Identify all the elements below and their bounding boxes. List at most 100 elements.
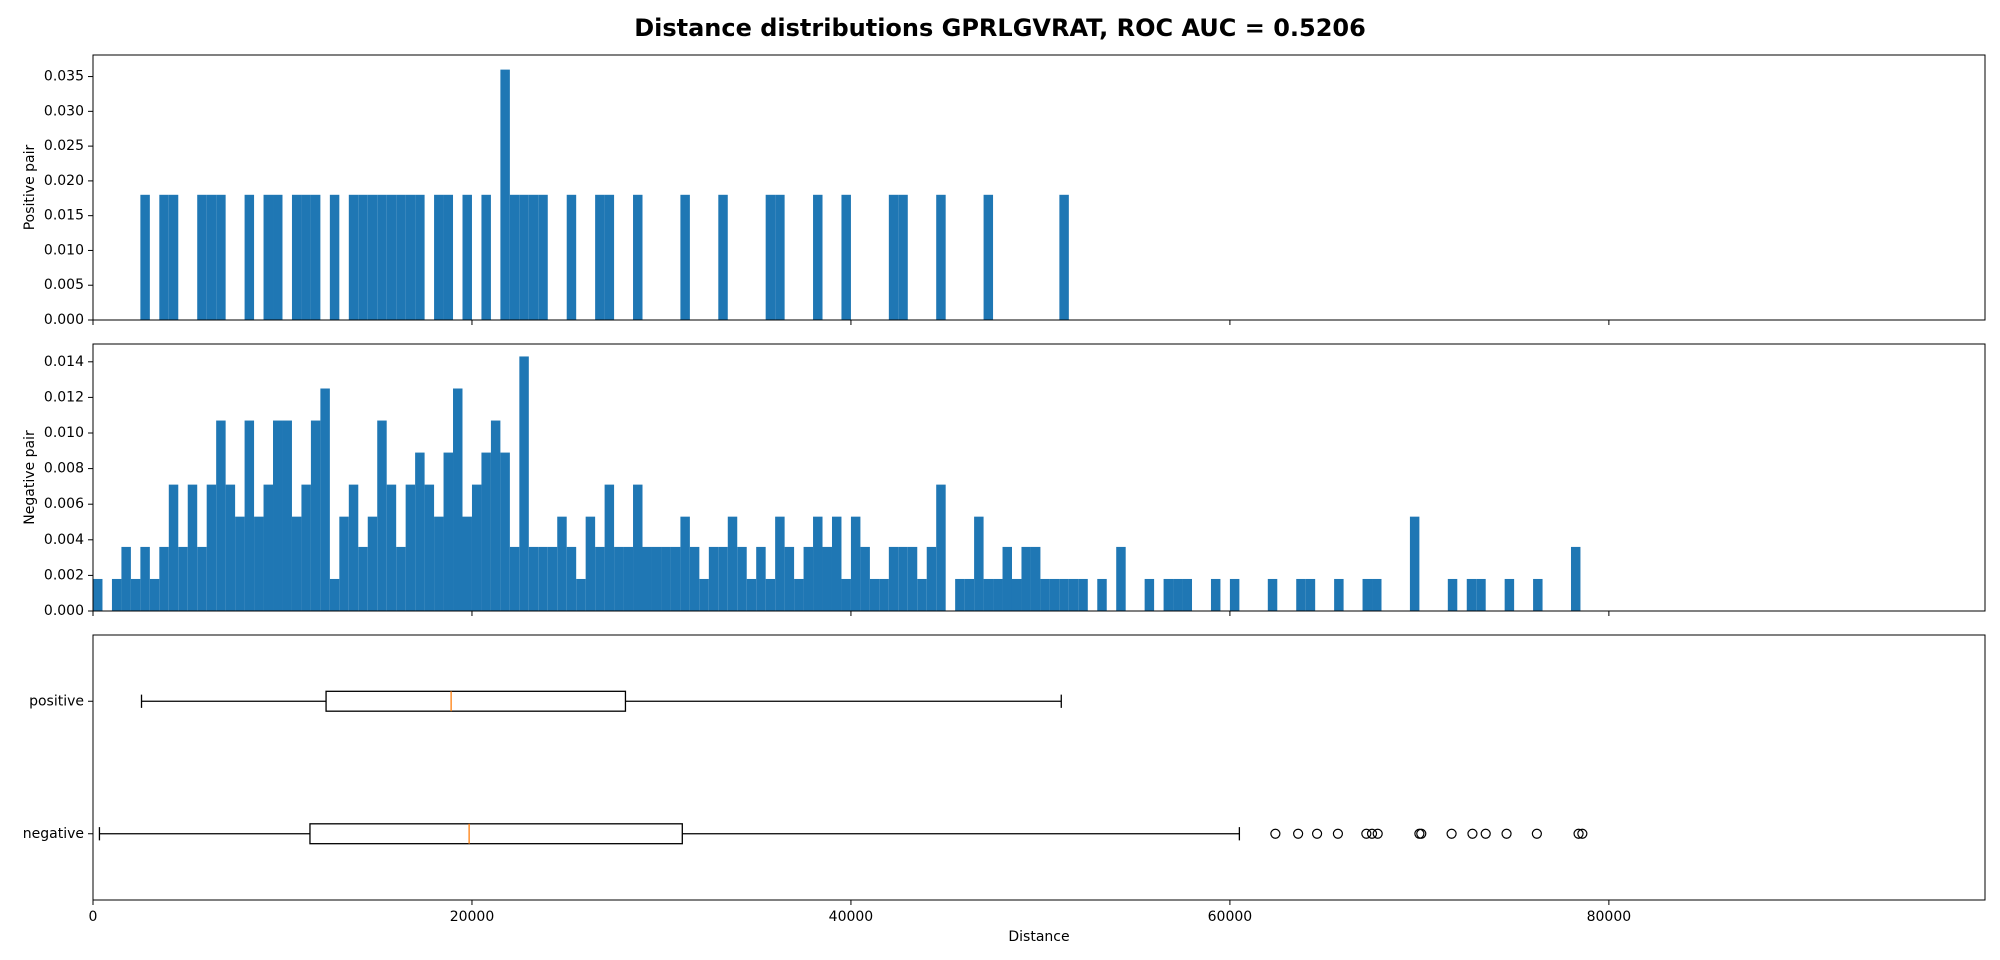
bar <box>633 484 643 611</box>
bar <box>595 194 605 320</box>
y-tick-label: 0.014 <box>44 354 84 370</box>
bar <box>178 546 188 611</box>
bar <box>462 516 472 611</box>
bar <box>566 546 577 611</box>
bar <box>377 420 387 611</box>
x-tick-label: 80000 <box>1587 909 1632 925</box>
y-axis-label: Positive pair <box>22 144 38 230</box>
bar <box>424 484 435 611</box>
y-tick-label: 0.015 <box>44 208 84 224</box>
bar <box>576 578 586 611</box>
y-tick-label: 0.030 <box>44 103 84 119</box>
bar <box>367 516 378 611</box>
bar <box>358 546 368 611</box>
bar <box>254 516 264 611</box>
flier <box>1531 828 1542 839</box>
bar <box>1030 546 1041 611</box>
bar <box>443 194 454 320</box>
bar <box>519 356 529 611</box>
bar <box>528 194 539 320</box>
bar <box>187 484 198 611</box>
flier <box>1293 828 1304 839</box>
bar <box>803 546 814 611</box>
bar <box>509 194 520 320</box>
bar <box>689 546 700 611</box>
bar <box>850 516 861 611</box>
bar <box>197 194 207 320</box>
flier <box>1270 828 1281 839</box>
y-tick-label: 0.004 <box>44 532 84 548</box>
bar <box>642 546 652 611</box>
bar <box>1305 578 1316 611</box>
bar <box>538 194 548 320</box>
bar <box>737 546 747 611</box>
bar <box>500 69 510 321</box>
flier <box>1372 828 1383 839</box>
bar <box>907 546 918 611</box>
y-tick-label: 0.008 <box>44 461 84 477</box>
bar <box>386 484 397 611</box>
flier <box>1332 828 1344 839</box>
bar <box>1049 578 1060 611</box>
bar <box>301 194 311 320</box>
bar <box>813 194 823 320</box>
bar <box>1296 578 1306 611</box>
y-tick-label: 0.025 <box>44 138 84 154</box>
bar <box>775 516 785 611</box>
bar <box>547 546 558 611</box>
bar <box>159 546 169 611</box>
bar <box>566 194 577 320</box>
bar <box>964 578 975 611</box>
bar <box>623 546 634 611</box>
bar <box>604 484 615 611</box>
bar <box>216 194 226 320</box>
y-tick-label: 0.020 <box>44 173 84 189</box>
bar <box>888 194 899 320</box>
bar <box>216 420 226 611</box>
bar <box>377 194 387 320</box>
bar <box>670 546 681 611</box>
y-axis-label: Negative pair <box>22 430 38 525</box>
bar <box>405 194 416 320</box>
bar <box>273 420 283 611</box>
bar <box>936 484 946 611</box>
bar <box>339 516 349 611</box>
bar <box>1466 578 1477 611</box>
bar <box>462 194 472 320</box>
bar <box>1267 578 1278 611</box>
y-tick-label: negative <box>23 826 84 842</box>
bar <box>841 578 851 611</box>
bar <box>888 546 899 611</box>
y-tick-label: 0.002 <box>44 567 84 583</box>
bar <box>1163 578 1174 611</box>
bar <box>159 194 169 320</box>
bar <box>348 194 359 320</box>
bar <box>168 484 179 611</box>
bar <box>291 194 302 320</box>
bar <box>1059 578 1069 611</box>
bar <box>263 194 274 320</box>
bar <box>197 546 207 611</box>
flier <box>1577 828 1588 839</box>
x-tick-label: 20000 <box>450 909 495 925</box>
bar <box>936 194 946 320</box>
bar <box>538 546 548 611</box>
bar <box>822 546 832 611</box>
bar <box>244 194 255 320</box>
bar <box>983 194 994 320</box>
bar <box>149 578 160 611</box>
x-tick-label: 0 <box>89 909 98 925</box>
x-axis-label: Distance <box>1008 929 1069 945</box>
bar <box>443 452 454 611</box>
bar <box>1059 194 1069 320</box>
bar <box>1372 578 1382 611</box>
bar <box>993 578 1003 611</box>
flier <box>1573 828 1584 839</box>
bar <box>405 484 416 611</box>
bar <box>1116 546 1126 611</box>
bar <box>585 516 596 611</box>
flier <box>1416 828 1427 839</box>
bar <box>329 194 340 320</box>
flier <box>1501 828 1512 839</box>
